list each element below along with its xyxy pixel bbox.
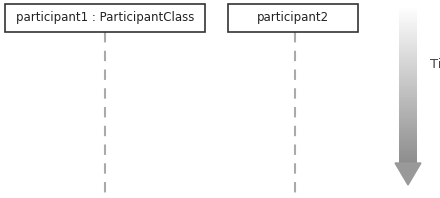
Bar <box>5 4 205 32</box>
Bar <box>228 4 358 32</box>
Polygon shape <box>395 163 421 185</box>
Text: participant1 : ParticipantClass: participant1 : ParticipantClass <box>16 11 194 25</box>
Text: Time: Time <box>430 58 440 71</box>
Text: participant2: participant2 <box>257 11 329 25</box>
